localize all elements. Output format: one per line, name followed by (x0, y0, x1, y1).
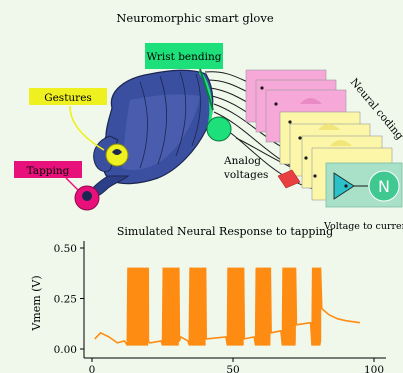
card-wave (330, 140, 352, 146)
gestures-pointer (69, 105, 105, 151)
y-tick-label: 0.50 (54, 243, 77, 255)
y-axis-label: Vmem (V) (30, 275, 43, 331)
amplifier-icon (333, 172, 355, 200)
neuron-icon (368, 170, 400, 202)
analog-voltages-line1: Analog (223, 155, 261, 167)
red-chip-icon (277, 169, 301, 189)
voltage-to-current-label: Voltage to current (323, 221, 403, 232)
figure-title: Neuromorphic smart glove (116, 11, 273, 25)
wrist-bending-callout: Wrist bending (145, 43, 223, 111)
glove-illustration (85, 69, 214, 199)
neuron-symbol: N (378, 177, 390, 196)
gesture-sensor-mark (112, 149, 122, 155)
tapping-sensor-core (82, 191, 92, 201)
tapping-pointer (65, 177, 79, 191)
chart-trace (94, 267, 361, 346)
gestures-label: Gestures (44, 92, 92, 104)
glove-shading (122, 94, 200, 170)
wrist-bending-box (145, 43, 223, 69)
gestures-box (29, 88, 107, 105)
glove-creases (139, 71, 201, 169)
amplifier-output-dot (344, 184, 348, 188)
wrist-bending-label: Wrist bending (147, 51, 222, 63)
x-tick-label: 100 (364, 364, 384, 373)
card-wave (318, 124, 340, 130)
x-tick-label: 0 (89, 364, 96, 373)
y-tick-label: 0.00 (54, 344, 77, 356)
junction-dots (260, 86, 317, 178)
x-tick-label: 50 (226, 364, 239, 373)
chart-ticks: 0.00 0.25 0.50 0 50 100 (54, 243, 384, 373)
vmem-trace (94, 267, 361, 346)
analog-voltages-label: Analog voltages (223, 155, 268, 181)
analog-voltages-line2: voltages (223, 169, 268, 181)
tapping-label: Tapping (27, 165, 70, 177)
wrist-pointer (199, 68, 214, 111)
wrist-sensor-dot (206, 116, 232, 142)
y-tick-label: 0.25 (54, 294, 77, 306)
gestures-callout: Gestures (29, 88, 107, 151)
tapping-callout: Tapping (14, 161, 82, 191)
chart-title: Simulated Neural Response to tapping (117, 225, 333, 238)
tapping-box (14, 161, 82, 178)
neural-response-chart: Simulated Neural Response to tapping 0.0… (30, 225, 386, 373)
card-wave (300, 98, 322, 104)
voltage-to-current-block: N (325, 162, 403, 208)
